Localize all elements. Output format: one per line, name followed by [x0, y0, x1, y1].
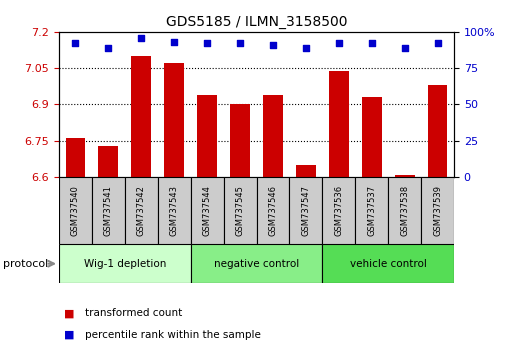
Text: GSM737540: GSM737540	[71, 185, 80, 236]
Text: transformed count: transformed count	[85, 308, 182, 318]
Point	[203, 41, 211, 46]
Text: ■: ■	[64, 330, 74, 339]
Text: GSM737542: GSM737542	[137, 185, 146, 236]
Point	[137, 35, 145, 40]
Bar	[125, 177, 158, 244]
Point	[104, 45, 112, 51]
Text: negative control: negative control	[214, 259, 299, 269]
Bar	[329, 70, 349, 177]
Bar	[158, 177, 191, 244]
Bar	[388, 177, 421, 244]
Bar	[421, 177, 454, 244]
Point	[433, 41, 442, 46]
Point	[170, 39, 179, 45]
Bar	[224, 177, 256, 244]
Bar	[428, 85, 447, 177]
Bar	[98, 145, 118, 177]
Bar	[230, 104, 250, 177]
Text: protocol: protocol	[3, 259, 48, 269]
Bar	[394, 175, 415, 177]
Bar	[164, 63, 184, 177]
Bar	[191, 244, 322, 283]
Bar	[322, 244, 454, 283]
Text: GSM737543: GSM737543	[170, 185, 179, 236]
Point	[401, 45, 409, 51]
Text: ■: ■	[64, 308, 74, 318]
Bar	[59, 244, 191, 283]
Text: percentile rank within the sample: percentile rank within the sample	[85, 330, 261, 339]
Bar	[191, 177, 224, 244]
Point	[236, 41, 244, 46]
Bar	[92, 177, 125, 244]
Text: GSM737547: GSM737547	[301, 185, 310, 236]
Bar	[362, 97, 382, 177]
Point	[71, 41, 80, 46]
Text: Wig-1 depletion: Wig-1 depletion	[84, 259, 166, 269]
Bar	[289, 177, 322, 244]
Text: vehicle control: vehicle control	[350, 259, 427, 269]
Text: GSM737541: GSM737541	[104, 185, 113, 236]
Point	[302, 45, 310, 51]
Point	[368, 41, 376, 46]
Text: GSM737545: GSM737545	[235, 185, 245, 236]
Point	[334, 41, 343, 46]
Bar	[256, 177, 289, 244]
Point	[269, 42, 277, 48]
Text: GSM737539: GSM737539	[433, 185, 442, 236]
Bar	[263, 95, 283, 177]
Bar	[197, 95, 217, 177]
Title: GDS5185 / ILMN_3158500: GDS5185 / ILMN_3158500	[166, 16, 347, 29]
Bar	[355, 177, 388, 244]
Bar	[131, 56, 151, 177]
Text: GSM737546: GSM737546	[268, 185, 278, 236]
Bar	[296, 165, 315, 177]
Bar	[66, 138, 85, 177]
Bar	[59, 177, 92, 244]
Text: GSM737538: GSM737538	[400, 185, 409, 236]
Bar	[322, 177, 355, 244]
Text: GSM737544: GSM737544	[203, 185, 212, 236]
Text: GSM737537: GSM737537	[367, 185, 376, 236]
Text: GSM737536: GSM737536	[334, 185, 343, 236]
